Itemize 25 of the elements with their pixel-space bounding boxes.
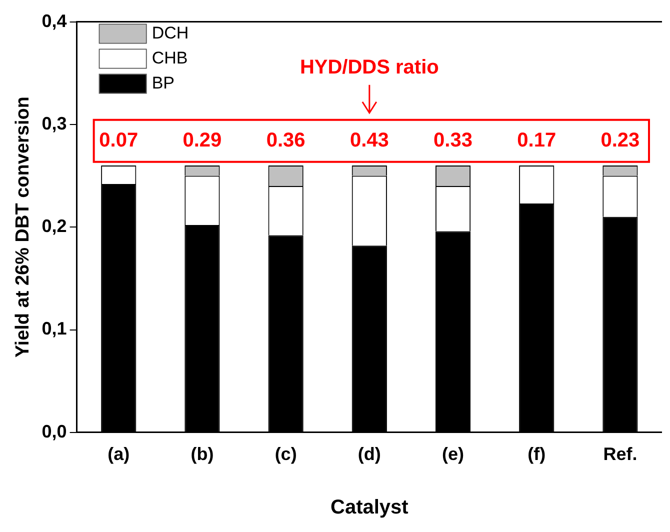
annotation: 0.36 (266, 129, 306, 152)
x-tick-label: (c) (274, 444, 297, 464)
x-tick-label: (e) (442, 444, 464, 464)
legend-label: CHB (152, 48, 188, 68)
annotation: HYD/DDS ratio (300, 56, 439, 78)
y-axis-title: Yield at 26% DBT conversion (12, 96, 34, 358)
y-tick-label: 0,1 (42, 318, 67, 339)
annotation: 0.29 (182, 129, 222, 152)
legend-label: DCH (152, 23, 189, 42)
x-tick-label: (f) (528, 444, 546, 464)
legend-label: BP (152, 73, 175, 92)
annotation: 0.43 (350, 129, 389, 152)
annotation: 0.33 (434, 129, 472, 152)
y-tick-label: 0,4 (42, 10, 67, 31)
annotation: 0.17 (517, 129, 556, 152)
x-tick-label: (a) (108, 444, 130, 464)
x-tick-label: (d) (358, 444, 381, 464)
y-tick-label: 0,0 (42, 421, 67, 442)
y-tick-label: 0,2 (42, 216, 67, 236)
x-axis-title: Catalyst (330, 496, 409, 519)
annotation: 0.23 (600, 129, 640, 152)
annotation: 0.07 (99, 129, 138, 152)
x-tick-label: Ref. (603, 444, 638, 464)
y-tick-label: 0,3 (42, 113, 67, 134)
x-tick-label: (b) (190, 444, 214, 464)
